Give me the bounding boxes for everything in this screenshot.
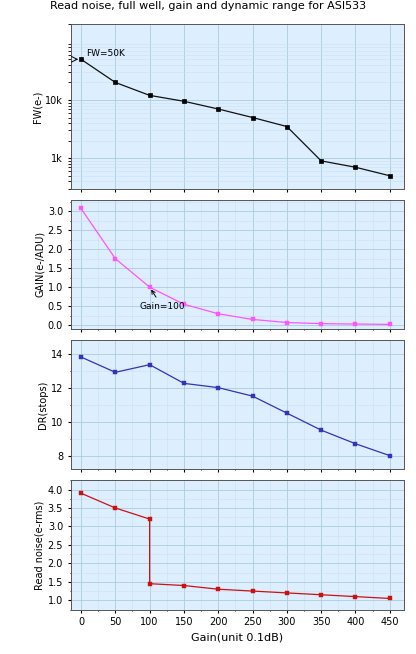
X-axis label: Gain(unit 0.1dB): Gain(unit 0.1dB) bbox=[191, 632, 283, 643]
Y-axis label: DR(stops): DR(stops) bbox=[38, 381, 48, 429]
Y-axis label: FW(e-): FW(e-) bbox=[32, 90, 42, 123]
Text: FW=50K: FW=50K bbox=[87, 48, 125, 58]
Text: Gain=100: Gain=100 bbox=[139, 290, 185, 311]
Y-axis label: Read noise(e-rms): Read noise(e-rms) bbox=[35, 500, 45, 590]
Text: Read noise, full well, gain and dynamic range for ASI533: Read noise, full well, gain and dynamic … bbox=[50, 1, 366, 11]
Y-axis label: GAIN(e-/ADU): GAIN(e-/ADU) bbox=[35, 232, 45, 298]
